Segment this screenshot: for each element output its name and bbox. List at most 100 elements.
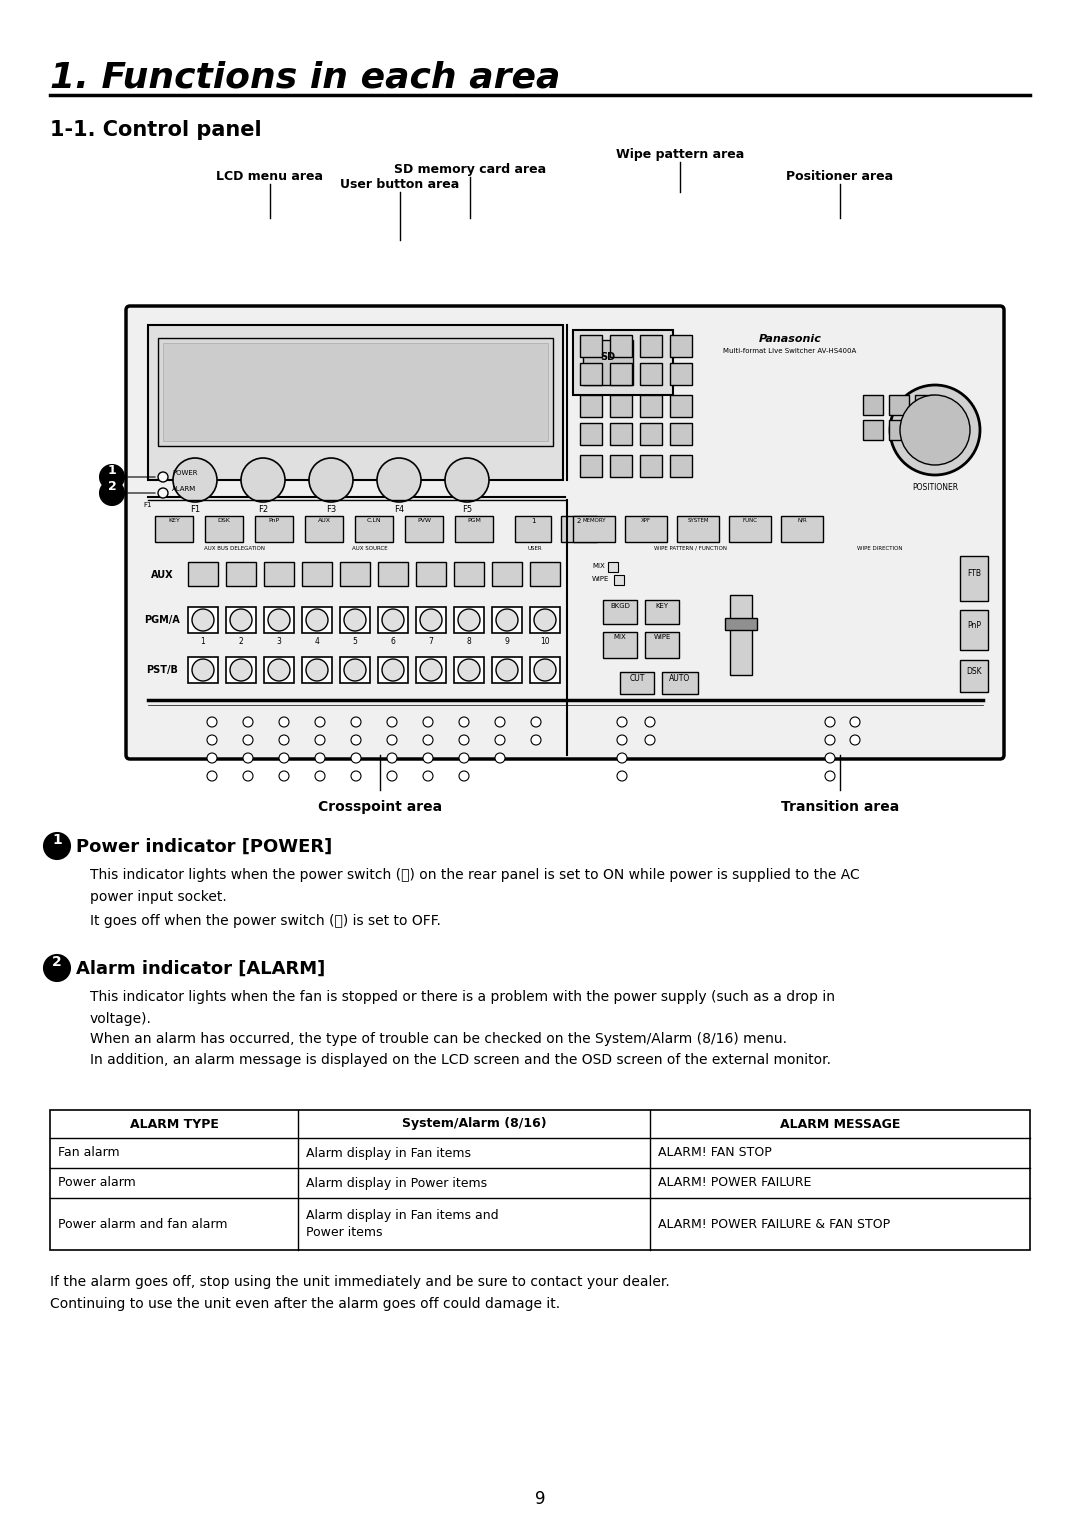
Text: If the alarm goes off, stop using the unit immediately and be sure to contact yo: If the alarm goes off, stop using the un… xyxy=(50,1276,670,1289)
Text: 9: 9 xyxy=(504,637,510,646)
Text: WIPE: WIPE xyxy=(592,576,609,582)
Text: PGM: PGM xyxy=(467,518,481,523)
Circle shape xyxy=(306,610,328,631)
Bar xyxy=(264,657,294,683)
Bar xyxy=(610,456,632,477)
Circle shape xyxy=(645,735,654,745)
Circle shape xyxy=(534,658,556,681)
Text: WIPE PATTERN / FUNCTION: WIPE PATTERN / FUNCTION xyxy=(653,546,727,552)
Circle shape xyxy=(268,658,291,681)
Text: Fan alarm: Fan alarm xyxy=(58,1146,120,1160)
Circle shape xyxy=(617,716,627,727)
Bar xyxy=(615,575,624,585)
Circle shape xyxy=(243,771,253,780)
Circle shape xyxy=(315,771,325,780)
Text: AUX: AUX xyxy=(318,518,330,523)
Text: PnP: PnP xyxy=(269,518,280,523)
Text: When an alarm has occurred, the type of trouble can be checked on the System/Ala: When an alarm has occurred, the type of … xyxy=(90,1032,787,1045)
Circle shape xyxy=(279,771,289,780)
Bar xyxy=(50,1109,1030,1250)
Bar xyxy=(530,607,561,632)
Circle shape xyxy=(158,472,168,482)
Circle shape xyxy=(387,716,397,727)
Bar xyxy=(205,517,243,543)
Bar xyxy=(670,335,692,357)
Circle shape xyxy=(420,658,442,681)
Text: Power alarm: Power alarm xyxy=(58,1177,136,1190)
Circle shape xyxy=(230,610,252,631)
Circle shape xyxy=(900,395,970,465)
Text: 10: 10 xyxy=(540,637,550,646)
Circle shape xyxy=(243,753,253,764)
Circle shape xyxy=(315,735,325,745)
Circle shape xyxy=(458,658,480,681)
Circle shape xyxy=(309,459,353,501)
Bar xyxy=(960,610,988,651)
Text: 2: 2 xyxy=(239,637,243,646)
Bar xyxy=(960,556,988,600)
Bar xyxy=(625,517,667,543)
Text: WIPE DIRECTION: WIPE DIRECTION xyxy=(858,546,903,552)
Circle shape xyxy=(100,465,124,489)
Bar xyxy=(677,517,719,543)
Text: 1. Functions in each area: 1. Functions in each area xyxy=(50,59,561,94)
Text: KEY: KEY xyxy=(656,604,669,610)
Bar xyxy=(416,657,446,683)
Bar xyxy=(573,331,673,395)
Circle shape xyxy=(158,488,168,498)
FancyBboxPatch shape xyxy=(126,306,1004,759)
Bar xyxy=(188,607,218,632)
Bar xyxy=(730,594,752,675)
Bar xyxy=(226,562,256,587)
Bar xyxy=(148,325,563,480)
Text: F4: F4 xyxy=(394,504,404,514)
Text: POWER: POWER xyxy=(172,469,198,475)
Circle shape xyxy=(279,716,289,727)
Circle shape xyxy=(458,610,480,631)
Bar xyxy=(302,562,332,587)
Bar xyxy=(889,395,909,415)
Text: PnP: PnP xyxy=(967,622,981,631)
Bar xyxy=(454,657,484,683)
Circle shape xyxy=(645,716,654,727)
Bar xyxy=(640,456,662,477)
Circle shape xyxy=(420,610,442,631)
Circle shape xyxy=(230,658,252,681)
Text: AUX BUS DELEGATION: AUX BUS DELEGATION xyxy=(204,546,266,552)
Bar xyxy=(610,335,632,357)
Text: Alarm indicator [ALARM]: Alarm indicator [ALARM] xyxy=(76,960,325,978)
Bar xyxy=(610,424,632,445)
Circle shape xyxy=(531,716,541,727)
Circle shape xyxy=(306,658,328,681)
Text: Alarm display in Fan items and: Alarm display in Fan items and xyxy=(306,1210,499,1222)
Bar xyxy=(580,424,602,445)
Text: It goes off when the power switch (ⓖ) is set to OFF.: It goes off when the power switch (ⓖ) is… xyxy=(90,914,441,928)
Bar xyxy=(226,657,256,683)
Text: System/Alarm (8/16): System/Alarm (8/16) xyxy=(402,1117,546,1131)
Text: ALARM TYPE: ALARM TYPE xyxy=(130,1117,218,1131)
Circle shape xyxy=(279,735,289,745)
Bar xyxy=(610,363,632,386)
Circle shape xyxy=(387,753,397,764)
Text: In addition, an alarm message is displayed on the LCD screen and the OSD screen : In addition, an alarm message is display… xyxy=(90,1053,831,1067)
Bar xyxy=(416,562,446,587)
Text: 2: 2 xyxy=(108,480,117,494)
Text: SD memory card area: SD memory card area xyxy=(394,163,546,175)
Bar xyxy=(158,338,553,447)
Circle shape xyxy=(825,716,835,727)
Circle shape xyxy=(387,735,397,745)
Circle shape xyxy=(377,459,421,501)
Text: PST/B: PST/B xyxy=(146,664,178,675)
Text: LCD menu area: LCD menu area xyxy=(216,171,324,183)
Text: AUX: AUX xyxy=(151,570,173,581)
Text: AUTO: AUTO xyxy=(670,674,690,683)
Bar xyxy=(255,517,293,543)
Circle shape xyxy=(44,834,70,860)
Bar xyxy=(670,424,692,445)
Circle shape xyxy=(207,753,217,764)
Bar xyxy=(580,395,602,418)
Bar xyxy=(640,335,662,357)
Circle shape xyxy=(445,459,489,501)
Circle shape xyxy=(351,735,361,745)
Text: DSK: DSK xyxy=(217,518,230,523)
